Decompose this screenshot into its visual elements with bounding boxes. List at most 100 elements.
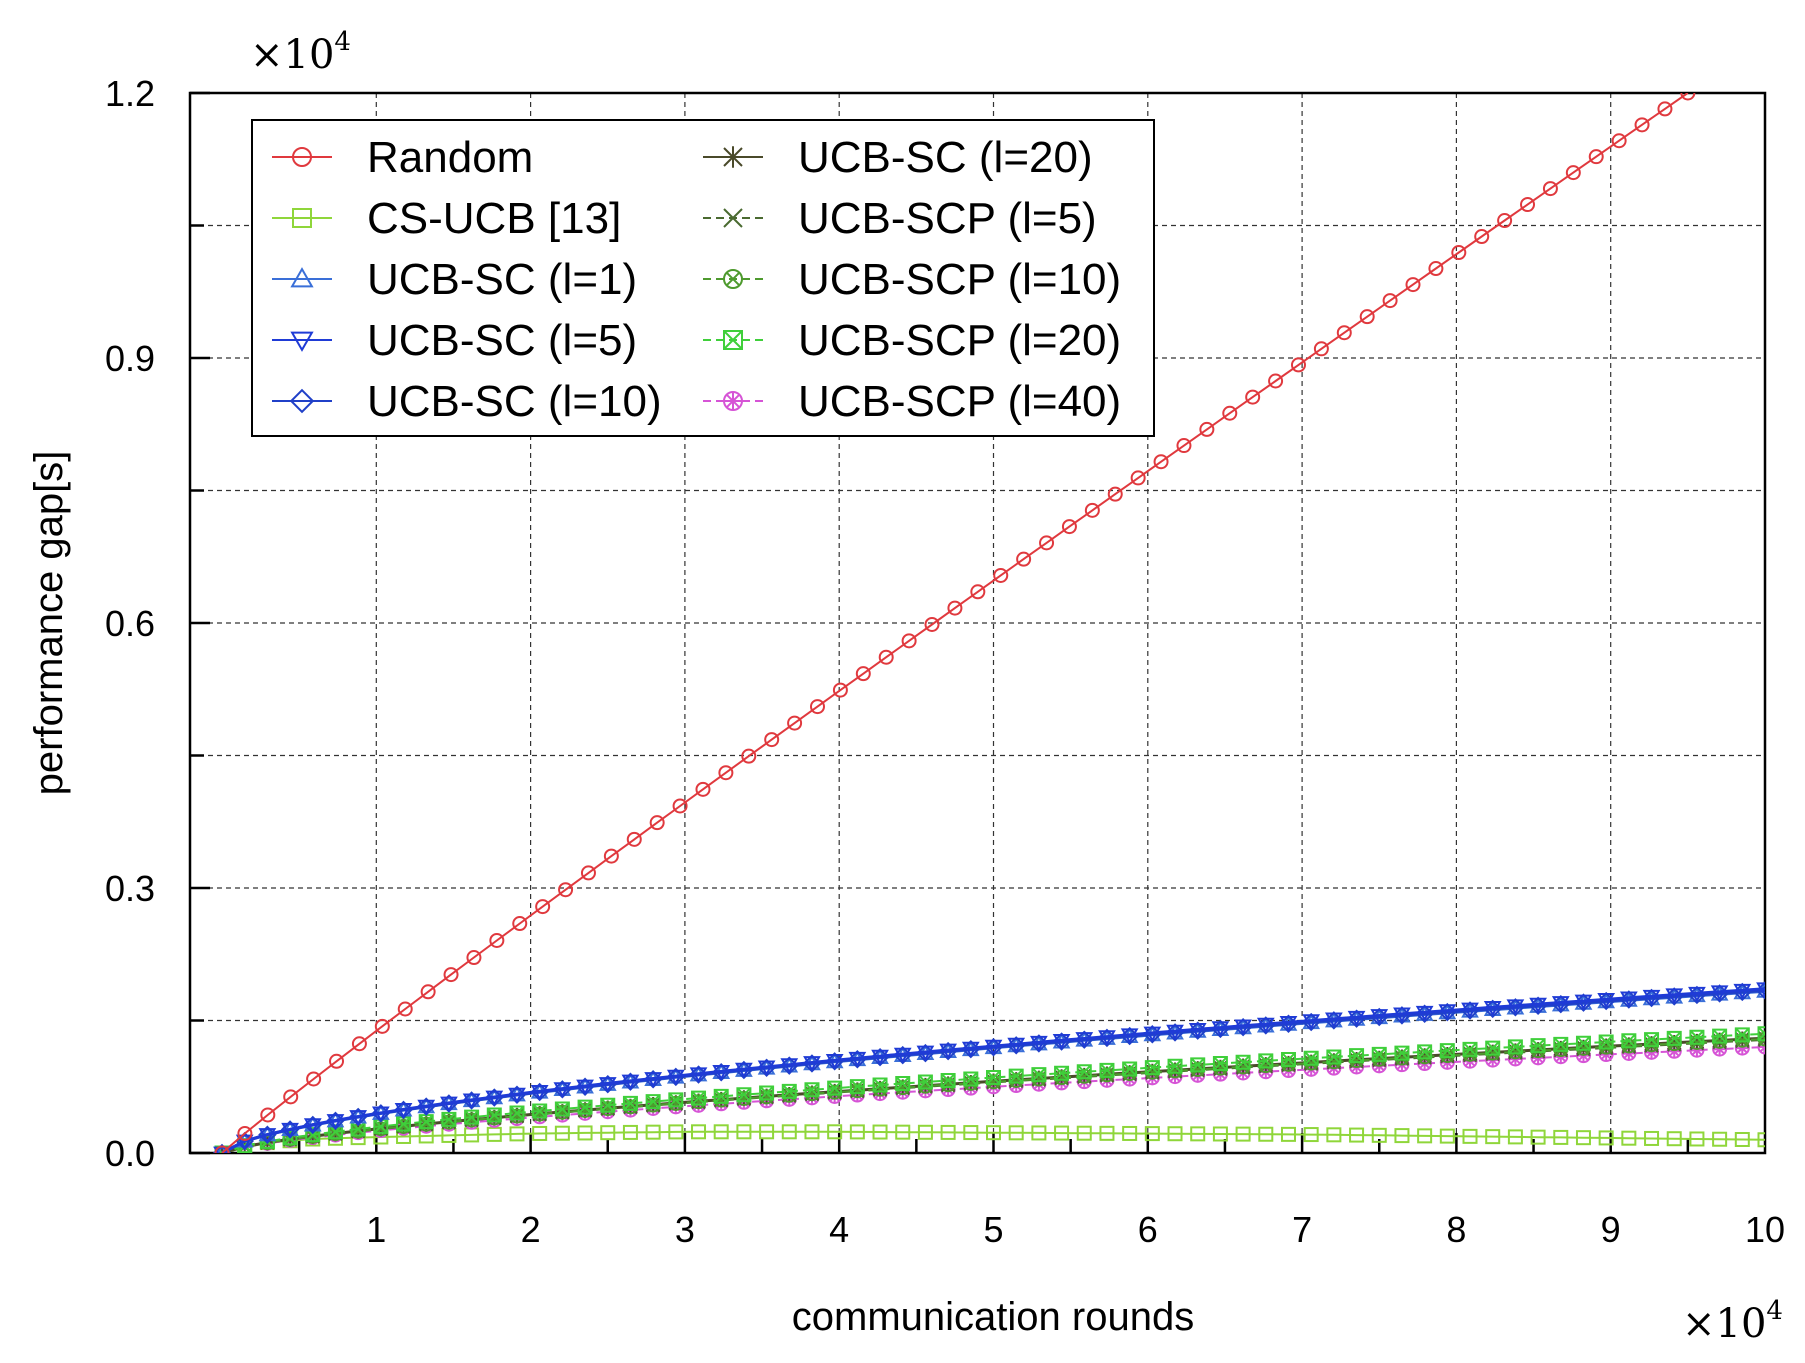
legend-label: UCB-SC (l=10): [367, 377, 662, 426]
data-point: [736, 1124, 752, 1140]
data-point: [1326, 1127, 1342, 1143]
data-point: [214, 1145, 230, 1153]
x-tick-label: 8: [1446, 1209, 1466, 1250]
data-point: [947, 600, 963, 616]
data-point: [1245, 389, 1261, 405]
legend-item-ucb-sc-10: UCB-SC (l=10): [272, 377, 662, 426]
data-point: [292, 147, 312, 167]
data-point: [872, 1077, 888, 1093]
data-point: [759, 1124, 775, 1140]
data-point: [1619, 991, 1638, 1008]
data-point: [1621, 1130, 1637, 1146]
data-point: [986, 1125, 1001, 1141]
data-point: [691, 1090, 707, 1106]
legend-label: UCB-SCP (l=40): [798, 377, 1121, 426]
data-point: [759, 1085, 775, 1101]
data-point: [553, 1082, 572, 1098]
data-point: [1417, 1128, 1433, 1144]
data-point: [1734, 1040, 1750, 1056]
series-line: [221, 1032, 1765, 1153]
data-point: [1167, 1126, 1183, 1142]
data-point: [895, 1124, 911, 1140]
data-point: [1451, 245, 1467, 261]
data-point: [1324, 1012, 1343, 1029]
data-point: [1303, 1127, 1319, 1143]
data-point: [1313, 341, 1329, 357]
data-point: [1030, 1035, 1048, 1052]
x-axis-title: communication rounds: [792, 1295, 1194, 1339]
data-point: [1529, 997, 1547, 1014]
data-point: [1688, 986, 1706, 1003]
data-point: [718, 765, 734, 781]
data-point: [878, 649, 894, 665]
data-point: [351, 1036, 367, 1052]
legend-item-random: Random: [272, 133, 533, 182]
data-point: [1734, 1027, 1750, 1043]
data-point: [1326, 1049, 1342, 1065]
data-point: [1176, 438, 1192, 454]
data-point: [237, 1125, 253, 1141]
data-point: [924, 616, 940, 632]
data-point: [1076, 1125, 1092, 1141]
data-point: [1394, 1045, 1410, 1061]
data-point: [1084, 502, 1100, 518]
data-point: [622, 1124, 638, 1140]
data-point: [1234, 1019, 1252, 1035]
data-point: [872, 1124, 888, 1140]
data-point: [804, 1082, 820, 1098]
data-point: [418, 1114, 434, 1130]
data-point: [1485, 1040, 1501, 1056]
data-point: [649, 815, 665, 831]
x-tick-label: 3: [675, 1209, 695, 1250]
data-point: [329, 1053, 345, 1069]
series-random: [214, 93, 1696, 1153]
data-point: [644, 1072, 663, 1088]
data-point: [781, 1083, 797, 1099]
data-point: [464, 1109, 480, 1125]
data-point: [1734, 1131, 1750, 1147]
data-point: [577, 1125, 593, 1141]
data-point: [1099, 1062, 1115, 1078]
data-point: [1680, 93, 1696, 101]
data-point: [1144, 1126, 1160, 1142]
data-point: [695, 781, 711, 797]
data-point: [1007, 1037, 1026, 1054]
data-point: [1098, 1030, 1116, 1046]
series-ucb-scp-20: [214, 1026, 1765, 1153]
data-point: [1122, 1061, 1138, 1077]
data-point: [486, 1107, 502, 1123]
data-point: [827, 1080, 843, 1096]
data-point: [1462, 1041, 1478, 1057]
data-point: [508, 1087, 526, 1104]
y-tick-label: 0.3: [105, 868, 155, 909]
data-point: [489, 932, 505, 948]
data-point: [1120, 1028, 1139, 1044]
data-point: [1371, 1127, 1387, 1143]
data-point: [1712, 1041, 1728, 1057]
data-point: [532, 1103, 548, 1119]
data-point: [1008, 1125, 1024, 1141]
data-point: [1336, 325, 1352, 341]
data-point: [1303, 1050, 1319, 1066]
data-point: [535, 899, 551, 915]
data-point: [668, 1092, 684, 1108]
y-tick-label: 0.9: [105, 338, 155, 379]
data-point: [893, 1047, 912, 1064]
data-point: [917, 1124, 933, 1140]
data-point: [621, 1074, 640, 1091]
data-point: [554, 1101, 570, 1117]
data-point: [713, 1088, 729, 1104]
data-point: [1153, 454, 1169, 470]
data-point: [576, 1079, 594, 1096]
data-point: [1507, 1129, 1523, 1145]
data-point: [1634, 117, 1650, 133]
data-point: [626, 831, 642, 847]
data-point: [1280, 1052, 1296, 1068]
data-point: [1642, 989, 1661, 1006]
data-point: [1428, 261, 1444, 277]
data-point: [1268, 373, 1284, 389]
series-line: [221, 1038, 1765, 1153]
data-point: [1598, 1130, 1614, 1146]
data-point: [466, 950, 482, 966]
data-point: [235, 1134, 254, 1151]
